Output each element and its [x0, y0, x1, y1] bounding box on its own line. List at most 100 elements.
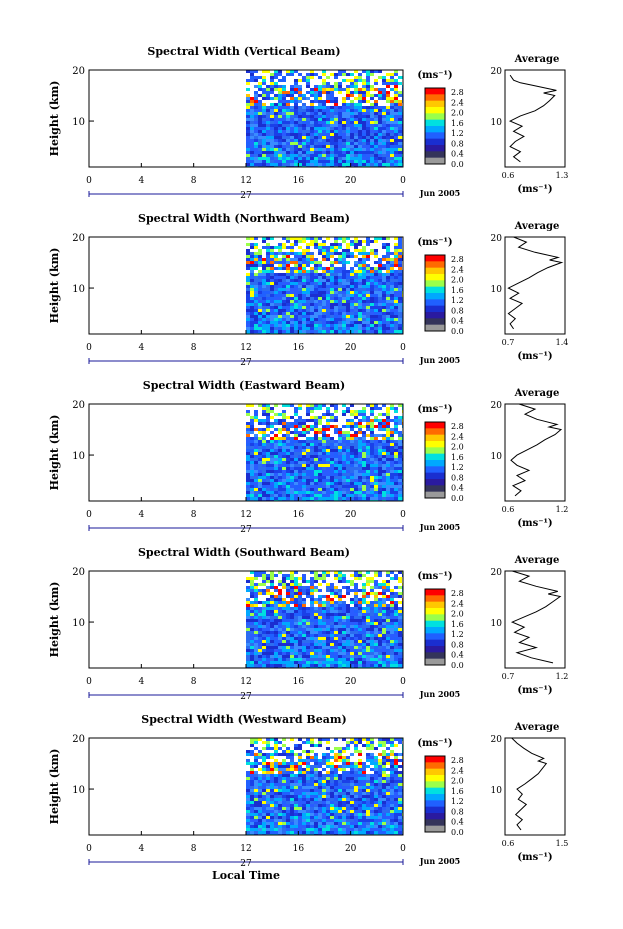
heatmap-cell	[330, 103, 334, 106]
heatmap-cell	[362, 121, 366, 124]
heatmap-cell	[326, 76, 330, 79]
heatmap-cell	[382, 142, 386, 145]
heatmap-cell	[378, 407, 382, 410]
heatmap-cell	[250, 139, 254, 142]
heatmap-cell	[294, 79, 298, 82]
heatmap-cell	[394, 91, 398, 94]
heatmap-cell	[342, 88, 346, 91]
heatmap-cell	[346, 288, 350, 291]
heatmap-cell	[354, 100, 358, 103]
heatmap-cell	[374, 163, 378, 166]
heatmap-cell	[278, 291, 282, 294]
heatmap-cell	[346, 246, 350, 249]
heatmap-cell	[306, 73, 310, 76]
heatmap-cell	[302, 470, 306, 473]
heatmap-cell	[258, 419, 262, 422]
heatmap-cell	[258, 607, 262, 610]
heatmap-cells	[246, 404, 403, 501]
heatmap-cell	[294, 613, 298, 616]
heatmap-cell	[306, 634, 310, 637]
heatmap-cell	[366, 73, 370, 76]
heatmap-cell	[278, 404, 282, 407]
heatmap-cell	[246, 76, 250, 79]
heatmap-cell	[330, 324, 334, 327]
heatmap-cell	[362, 163, 366, 166]
heatmap-cell	[266, 452, 270, 455]
heatmap-cell	[330, 410, 334, 413]
heatmap-cell	[306, 91, 310, 94]
heatmap-cell	[374, 267, 378, 270]
heatmap-cell	[314, 160, 318, 163]
heatmap-cell	[294, 488, 298, 491]
heatmap-cell	[330, 246, 334, 249]
heatmap-cell	[286, 595, 290, 598]
heatmap-cell	[246, 249, 250, 252]
heatmap-cell	[346, 580, 350, 583]
heatmap-cell	[254, 112, 258, 115]
heatmap-cell	[266, 321, 270, 324]
heatmap-cell	[294, 291, 298, 294]
heatmap-cell	[270, 425, 274, 428]
heatmap-cell	[270, 258, 274, 261]
heatmap-cell	[314, 124, 318, 127]
heatmap-cell	[246, 70, 250, 73]
heatmap-cell	[342, 413, 346, 416]
heatmap-cell	[278, 461, 282, 464]
heatmap-cell	[306, 324, 310, 327]
heatmap-cell	[394, 321, 398, 324]
heatmap-cell	[374, 76, 378, 79]
heatmap-cell	[366, 118, 370, 121]
heatmap-cell	[334, 485, 338, 488]
heatmap-cell	[346, 473, 350, 476]
heatmap-cell	[358, 613, 362, 616]
heatmap-cell	[314, 452, 318, 455]
heatmap-cell	[270, 622, 274, 625]
heatmap-cell	[346, 592, 350, 595]
heatmap-cell	[378, 282, 382, 285]
heatmap-cell	[250, 124, 254, 127]
heatmap-cell	[318, 109, 322, 112]
heatmap-cell	[294, 300, 298, 303]
heatmap-cell	[258, 622, 262, 625]
heatmap-cell	[326, 625, 330, 628]
heatmap-cell	[346, 282, 350, 285]
heatmap-cell	[386, 273, 390, 276]
heatmap-cell	[302, 154, 306, 157]
heatmap-cell	[342, 73, 346, 76]
heatmap-cell	[382, 574, 386, 577]
heatmap-cell	[330, 589, 334, 592]
heatmap-cell	[374, 297, 378, 300]
heatmap-cell	[270, 124, 274, 127]
heatmap-cell	[290, 476, 294, 479]
heatmap-cell	[330, 270, 334, 273]
heatmap-cell	[318, 431, 322, 434]
heatmap-cell	[366, 628, 370, 631]
heatmap-cell	[394, 79, 398, 82]
heatmap-cell	[274, 464, 278, 467]
heatmap-cell	[334, 303, 338, 306]
heatmap-cell	[298, 586, 302, 589]
heatmap-cell	[314, 580, 318, 583]
heatmap-cell	[382, 321, 386, 324]
heatmap-cell	[266, 139, 270, 142]
heatmap-cell	[250, 595, 254, 598]
heatmap-cell	[358, 288, 362, 291]
heatmap-cell	[386, 419, 390, 422]
heatmap-cell	[358, 151, 362, 154]
heatmap-cell	[350, 282, 354, 285]
heatmap-cell	[354, 103, 358, 106]
heatmap-cell	[286, 476, 290, 479]
heatmap-cell	[366, 145, 370, 148]
heatmap-cell	[394, 610, 398, 613]
heatmap-cell	[286, 109, 290, 112]
heatmap-cell	[286, 619, 290, 622]
heatmap-cell	[314, 619, 318, 622]
heatmap-cell	[382, 604, 386, 607]
heatmap-cell	[274, 300, 278, 303]
heatmap-cell	[370, 458, 374, 461]
heatmap-cell	[338, 479, 342, 482]
heatmap-cell	[306, 82, 310, 85]
heatmap-cell	[266, 312, 270, 315]
heatmap-cell	[266, 124, 270, 127]
heatmap-cell	[398, 330, 402, 333]
